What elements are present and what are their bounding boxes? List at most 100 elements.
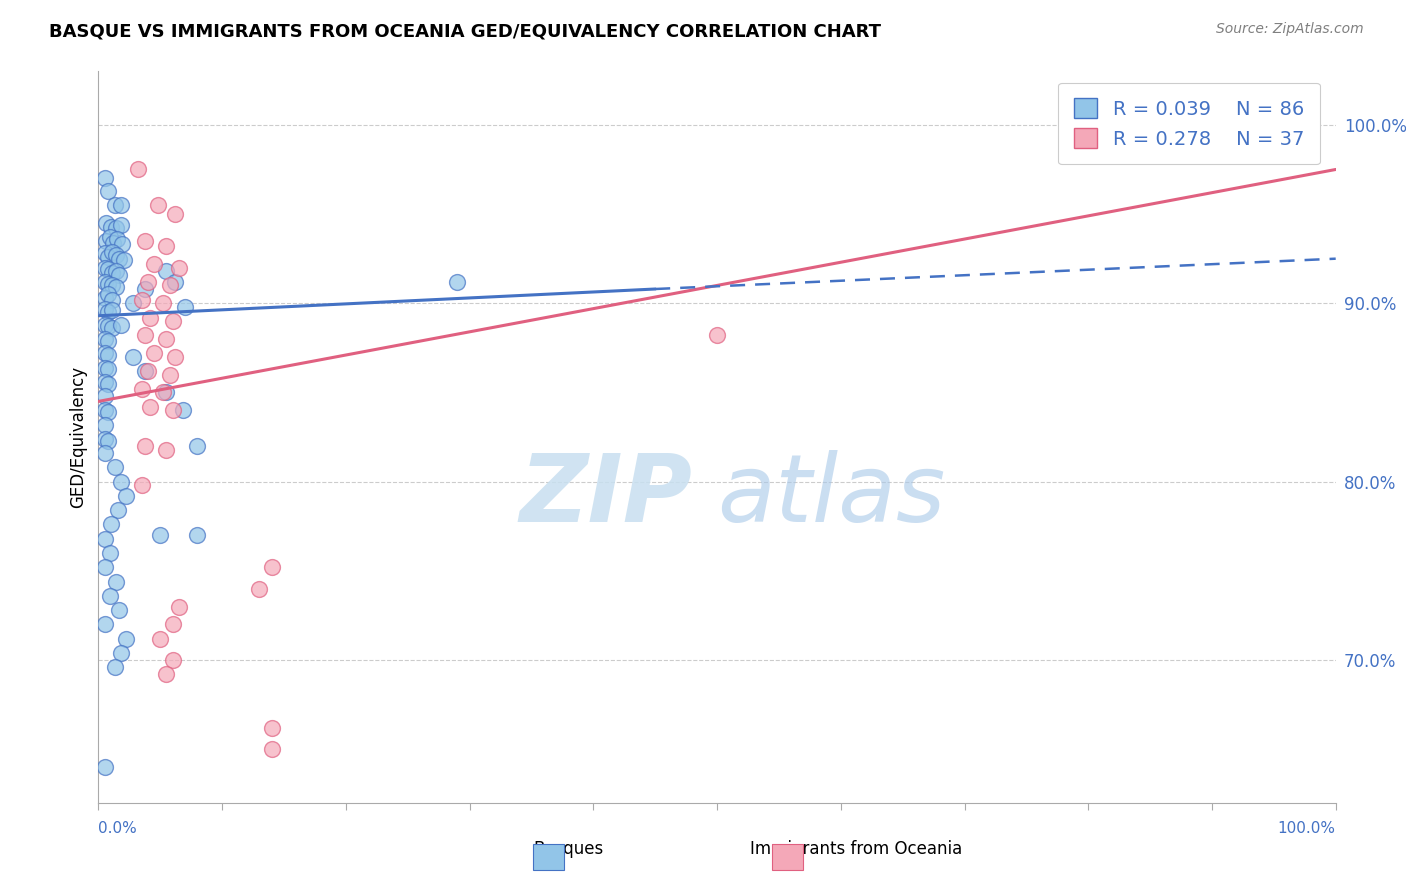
Point — [93, 389, 115, 403]
Point — [260, 742, 283, 756]
Point — [93, 275, 115, 289]
Point — [1299, 136, 1322, 150]
Point — [93, 171, 115, 186]
Point — [114, 489, 136, 503]
Point — [149, 632, 172, 646]
Point — [122, 350, 145, 364]
Point — [100, 517, 122, 532]
Point — [97, 184, 120, 198]
Point — [131, 478, 153, 492]
Point — [94, 234, 117, 248]
Text: 100.0%: 100.0% — [1278, 821, 1336, 836]
Text: Immigrants from Oceania: Immigrants from Oceania — [751, 840, 962, 858]
Point — [93, 360, 115, 375]
Point — [143, 257, 166, 271]
Point — [93, 291, 115, 305]
Legend: R = 0.039    N = 86, R = 0.278    N = 37: R = 0.039 N = 86, R = 0.278 N = 37 — [1059, 83, 1320, 164]
Point — [152, 385, 174, 400]
Point — [103, 660, 125, 674]
Point — [706, 328, 728, 343]
Point — [146, 198, 169, 212]
Point — [93, 617, 115, 632]
Point — [134, 234, 156, 248]
Point — [155, 442, 177, 457]
Point — [93, 403, 115, 417]
Point — [165, 207, 187, 221]
Point — [149, 528, 172, 542]
Point — [1299, 132, 1322, 146]
Point — [114, 632, 136, 646]
Point — [122, 296, 145, 310]
Point — [167, 260, 190, 275]
Point — [97, 305, 120, 319]
Point — [186, 439, 208, 453]
Point — [97, 319, 120, 334]
Point — [101, 266, 124, 280]
Point — [260, 721, 283, 735]
Point — [155, 385, 177, 400]
Point — [104, 264, 127, 278]
Point — [110, 318, 132, 332]
Point — [134, 364, 156, 378]
Point — [155, 239, 177, 253]
Point — [112, 253, 135, 268]
Point — [104, 280, 127, 294]
Point — [93, 417, 115, 432]
Text: ZIP: ZIP — [519, 450, 692, 541]
Point — [260, 560, 283, 574]
Point — [93, 346, 115, 360]
Point — [93, 446, 115, 460]
Text: 0.0%: 0.0% — [98, 821, 138, 836]
Point — [93, 532, 115, 546]
Point — [105, 232, 128, 246]
Point — [97, 376, 120, 391]
Point — [93, 260, 115, 275]
Point — [98, 589, 121, 603]
Point — [101, 278, 124, 293]
Text: atlas: atlas — [717, 450, 945, 541]
Point — [165, 350, 187, 364]
Point — [162, 314, 184, 328]
Point — [108, 252, 131, 266]
Point — [172, 403, 194, 417]
Point — [110, 218, 132, 232]
Point — [101, 321, 124, 335]
Point — [134, 328, 156, 343]
Point — [134, 282, 156, 296]
Point — [103, 460, 125, 475]
Y-axis label: GED/Equivalency: GED/Equivalency — [69, 366, 87, 508]
Point — [101, 293, 124, 307]
Point — [155, 332, 177, 346]
Point — [97, 334, 120, 348]
Point — [159, 278, 181, 293]
Point — [136, 364, 159, 378]
Point — [93, 760, 115, 774]
Point — [110, 646, 132, 660]
Point — [139, 400, 162, 414]
Point — [104, 574, 127, 589]
Point — [111, 237, 134, 252]
Point — [97, 405, 120, 419]
Point — [127, 162, 149, 177]
Point — [174, 300, 197, 314]
Point — [104, 248, 127, 262]
Point — [107, 503, 129, 517]
Point — [446, 275, 468, 289]
Point — [97, 362, 120, 376]
Point — [97, 348, 120, 362]
Point — [152, 296, 174, 310]
Point — [162, 617, 184, 632]
Point — [93, 246, 115, 260]
Point — [93, 301, 115, 316]
Point — [94, 216, 117, 230]
Point — [100, 219, 122, 234]
Point — [98, 546, 121, 560]
Point — [97, 250, 120, 264]
Point — [93, 332, 115, 346]
Point — [139, 310, 162, 325]
Point — [134, 439, 156, 453]
Point — [247, 582, 270, 596]
Point — [97, 277, 120, 291]
Point — [159, 368, 181, 382]
Point — [97, 262, 120, 277]
